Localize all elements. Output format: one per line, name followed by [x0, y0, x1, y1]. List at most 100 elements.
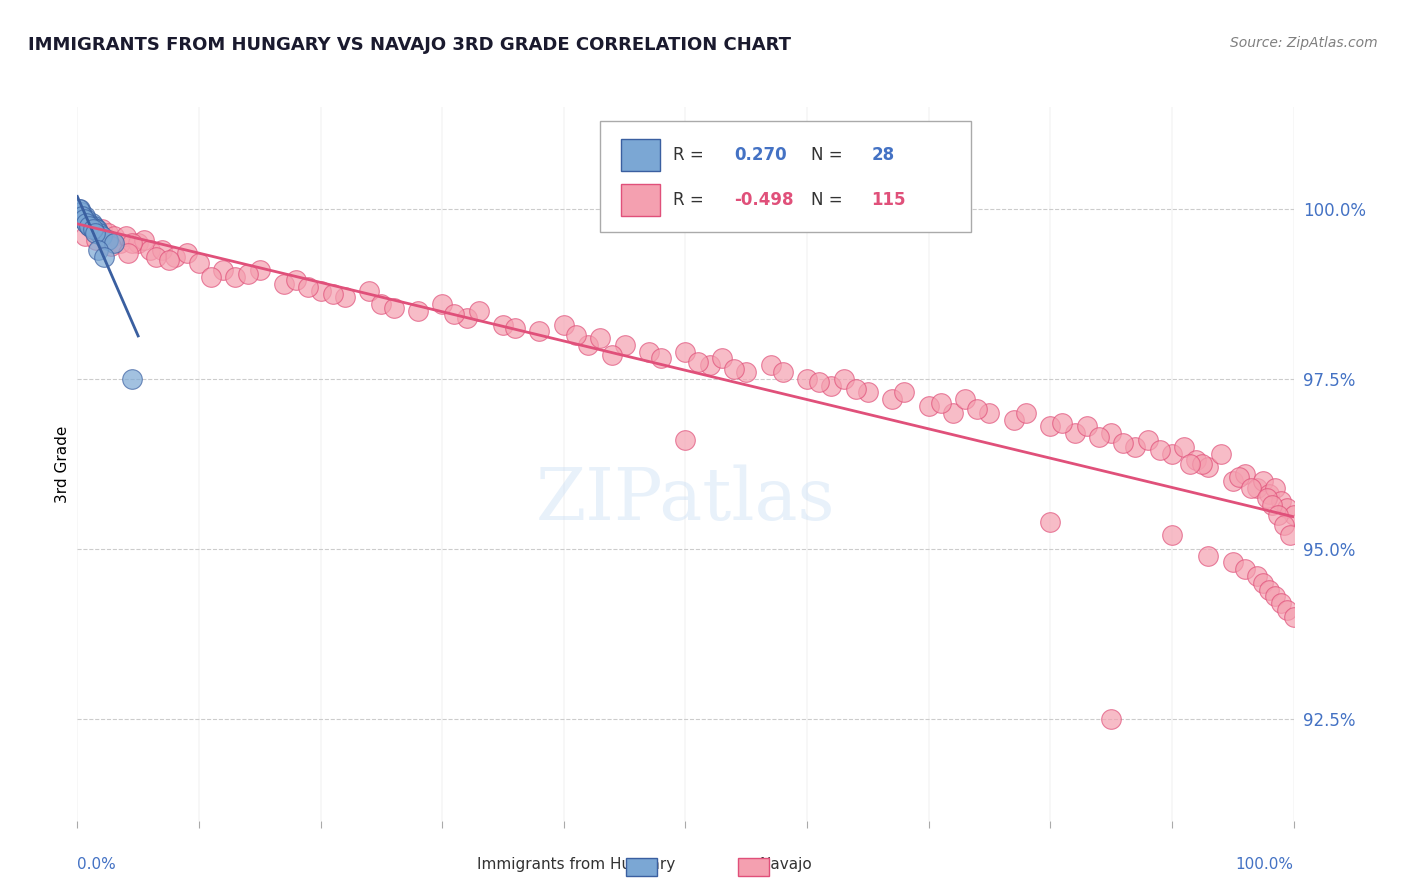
Point [613, 338, 636, 352]
Point [1173, 440, 1195, 454]
Point [115, 229, 138, 244]
Point [249, 263, 271, 277]
Point [224, 269, 246, 284]
Point [134, 233, 156, 247]
Point [76, 216, 98, 230]
Point [723, 361, 745, 376]
Point [893, 385, 915, 400]
Point [70, 209, 93, 223]
Point [796, 372, 818, 386]
Text: Navajo: Navajo [759, 857, 813, 872]
Text: N =: N = [811, 191, 848, 209]
Text: Immigrants from Hungary: Immigrants from Hungary [477, 857, 675, 872]
Point [97, 233, 120, 247]
Text: R =: R = [673, 146, 714, 164]
Point [1277, 603, 1299, 617]
Point [69, 202, 91, 216]
Point [157, 252, 180, 267]
Point [80, 222, 103, 236]
Point [79, 219, 101, 233]
Y-axis label: 3rd Grade: 3rd Grade [55, 425, 70, 502]
Point [882, 392, 904, 407]
Point [699, 359, 721, 373]
Point [163, 250, 186, 264]
Point [1136, 433, 1159, 447]
Text: 0.0%: 0.0% [77, 857, 117, 872]
Bar [621, 184, 659, 216]
Point [1282, 508, 1305, 522]
Point [1277, 501, 1299, 516]
Point [1178, 457, 1201, 471]
Point [503, 321, 526, 335]
Point [333, 290, 356, 304]
Point [430, 297, 453, 311]
Point [73, 209, 96, 223]
Point [139, 243, 162, 257]
Point [70, 209, 93, 223]
Point [443, 307, 465, 321]
Point [84, 222, 107, 236]
Point [200, 269, 222, 284]
Point [188, 256, 211, 270]
Point [75, 212, 97, 227]
Point [73, 212, 96, 227]
Point [845, 382, 868, 396]
Point [309, 284, 332, 298]
Point [1052, 416, 1074, 430]
Point [467, 304, 489, 318]
Point [456, 310, 478, 325]
Point [1258, 582, 1281, 597]
Point [236, 267, 259, 281]
Point [1197, 549, 1219, 563]
Point [772, 365, 794, 379]
Point [675, 344, 697, 359]
Text: -0.498: -0.498 [734, 191, 793, 209]
Point [322, 287, 344, 301]
Point [1246, 481, 1268, 495]
Point [89, 226, 111, 240]
Point [72, 212, 94, 227]
Point [297, 280, 319, 294]
Point [820, 378, 842, 392]
Point [650, 351, 672, 366]
Text: 100.0%: 100.0% [1236, 857, 1294, 872]
Point [1258, 487, 1281, 501]
Point [406, 304, 429, 318]
Point [1191, 457, 1213, 471]
Point [75, 216, 97, 230]
Text: Source: ZipAtlas.com: Source: ZipAtlas.com [1230, 36, 1378, 50]
Point [1161, 447, 1184, 461]
Point [832, 372, 855, 386]
Point [1278, 528, 1301, 542]
Text: 28: 28 [872, 146, 894, 164]
Point [67, 202, 90, 216]
Point [1256, 491, 1278, 505]
Point [1246, 569, 1268, 583]
Point [929, 395, 952, 409]
Point [76, 216, 98, 230]
Point [1282, 609, 1305, 624]
Bar [621, 139, 659, 170]
Point [370, 297, 392, 311]
Point [1088, 430, 1111, 444]
Point [103, 235, 125, 250]
Point [80, 216, 103, 230]
Point [90, 222, 112, 236]
Point [576, 338, 599, 352]
Point [152, 243, 174, 257]
Point [79, 219, 101, 233]
Point [93, 250, 115, 264]
Point [86, 222, 108, 236]
Point [966, 402, 988, 417]
Point [979, 406, 1001, 420]
Text: 0.270: 0.270 [734, 146, 787, 164]
Point [492, 318, 515, 332]
Point [638, 344, 661, 359]
Point [1112, 436, 1135, 450]
Point [72, 212, 94, 227]
Point [359, 284, 381, 298]
Point [1251, 474, 1274, 488]
Point [686, 355, 709, 369]
Point [273, 277, 295, 291]
Point [1227, 470, 1250, 484]
